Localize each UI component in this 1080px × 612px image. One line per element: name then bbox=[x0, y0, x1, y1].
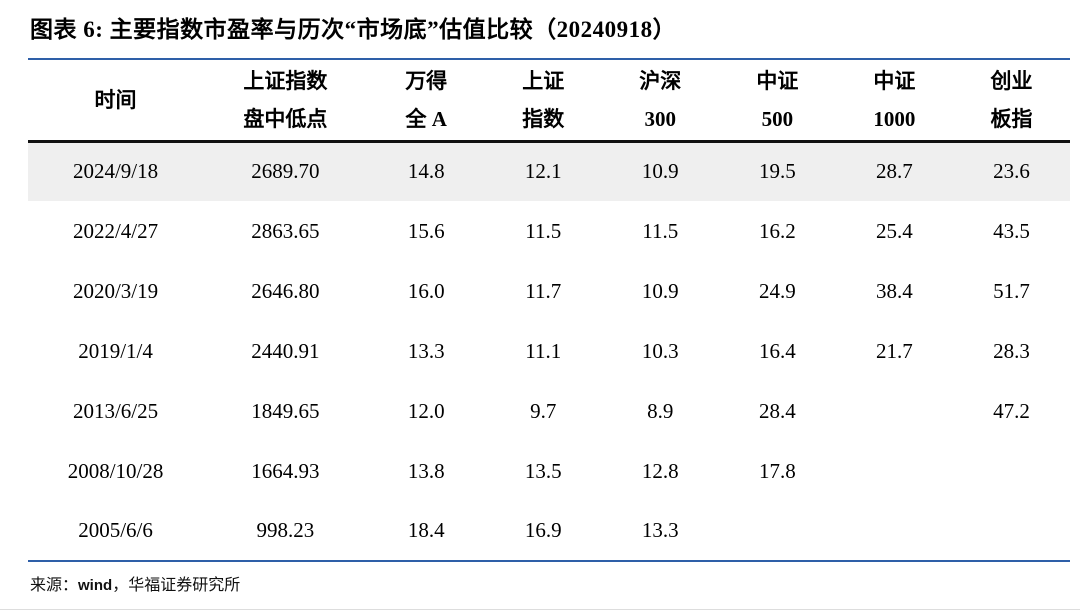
column-header-line1: 时间 bbox=[94, 87, 137, 112]
page-bottom-divider bbox=[0, 609, 1080, 610]
pe-value-cell: 2440.91 bbox=[251, 338, 320, 363]
pe-value-cell: 8.9 bbox=[647, 398, 674, 423]
pe-value-cell: 10.3 bbox=[641, 338, 679, 363]
row-date: 2008/10/28 bbox=[67, 458, 164, 483]
pe-value-cell: 16.2 bbox=[758, 218, 796, 243]
pe-value-cell: 16.9 bbox=[524, 518, 562, 542]
table-row: 2020/3/19 2646.80 16.0 11.7 10.9 24.9 38.4 51.7 bbox=[28, 261, 1070, 321]
column-header-2: 万得全 A bbox=[367, 59, 485, 143]
column-header-6: 中证 1000 bbox=[835, 59, 953, 143]
pe-value-cell: 16.0 bbox=[407, 278, 445, 303]
source-note: 来源：wind，华福证券研究所 bbox=[28, 575, 1070, 597]
pe-value-cell: 15.6 bbox=[407, 218, 445, 243]
pe-value-cell: 12.1 bbox=[484, 141, 602, 201]
pe-value-cell bbox=[719, 501, 836, 561]
row-date: 2013/6/25 bbox=[72, 398, 159, 423]
column-header-line1: 沪深 bbox=[639, 68, 682, 93]
pe-value-cell: 13.8 bbox=[407, 458, 445, 483]
pe-value-cell: 47.2 bbox=[993, 398, 1030, 423]
pe-value-cell: 51.7 bbox=[993, 278, 1030, 303]
pe-value-cell: 11.5 bbox=[642, 218, 679, 243]
table-header-row: 时间 上证指数 盘中低点 万得全 A 上证 指数 沪深 300 中证 500 中证 1000 创业 板指 bbox=[28, 59, 1070, 143]
column-header-7: 创业 板指 bbox=[952, 59, 1070, 143]
row-date: 2022/4/27 bbox=[72, 218, 159, 243]
pe-value-cell: 11.1 bbox=[525, 338, 562, 363]
source-name: wind bbox=[78, 577, 113, 594]
column-header-line1: 中证 bbox=[756, 68, 799, 93]
pe-value-cell: 11.5 bbox=[525, 218, 562, 243]
pe-value-cell bbox=[836, 381, 953, 441]
pe-value-cell: 28.3 bbox=[993, 338, 1030, 363]
table-body: 2024/9/18 2689.70 14.8 12.1 10.9 19.5 28.7 23.6… bbox=[28, 141, 1070, 561]
pe-value-cell: 10.9 bbox=[641, 278, 679, 303]
pe-value-cell: 43.5 bbox=[993, 218, 1030, 243]
row-date: 2005/6/6 bbox=[78, 518, 153, 542]
pe-value-cell: 18.4 bbox=[407, 518, 445, 542]
pe-value-cell: 12.8 bbox=[641, 458, 679, 483]
pe-value-cell: 11.7 bbox=[525, 278, 562, 303]
pe-value-cell: 24.9 bbox=[758, 278, 796, 303]
pe-value-cell: 14.8 bbox=[367, 141, 485, 201]
pe-value-cell: 9.7 bbox=[530, 398, 557, 423]
column-header-line2: 300 bbox=[644, 106, 677, 131]
column-header-line2: 500 bbox=[761, 106, 794, 131]
column-header-line1: 创业 bbox=[990, 68, 1033, 93]
pe-value-cell: 2863.65 bbox=[251, 218, 320, 243]
source-prefix: 来源： bbox=[30, 577, 79, 594]
source-suffix: ，华福证券研究所 bbox=[112, 577, 241, 594]
column-header-line2: 盘中低点 bbox=[243, 106, 328, 131]
pe-value-cell: 25.4 bbox=[876, 218, 913, 243]
column-header-line2: 全 A bbox=[405, 106, 447, 131]
table-header: 时间 上证指数 盘中低点 万得全 A 上证 指数 沪深 300 中证 500 中证 1000 创业 板指 bbox=[28, 59, 1070, 143]
column-header-line1: 上证指数 bbox=[243, 68, 328, 93]
table-row: 2005/6/6 998.23 18.4 16.9 13.3 bbox=[28, 501, 1070, 561]
pe-value-cell: 38.4 bbox=[876, 278, 913, 303]
column-header-line1: 中证 bbox=[873, 68, 916, 93]
column-header-3: 上证 指数 bbox=[484, 59, 602, 143]
pe-value-cell bbox=[953, 441, 1070, 501]
pe-value-cell bbox=[836, 441, 953, 501]
pe-value-cell: 13.5 bbox=[524, 458, 562, 483]
column-header-line2: 指数 bbox=[522, 106, 565, 131]
pe-value-cell: 2689.70 bbox=[203, 141, 368, 201]
pe-value-cell: 16.4 bbox=[758, 338, 796, 363]
pe-value-cell: 13.3 bbox=[407, 338, 445, 363]
pe-value-cell: 13.3 bbox=[641, 518, 679, 542]
pe-value-cell: 1664.93 bbox=[251, 458, 320, 483]
pe-value-cell: 19.5 bbox=[718, 141, 836, 201]
figure-content: 图表 6: 主要指数市盈率与历次“市场底”估值比较（20240918） 时间 上证… bbox=[28, 0, 1070, 597]
column-header-1: 上证指数 盘中低点 bbox=[203, 59, 368, 143]
row-date: 2020/3/19 bbox=[72, 278, 159, 303]
table-row: 2013/6/25 1849.65 12.0 9.7 8.9 28.4 47.2 bbox=[28, 381, 1070, 441]
column-header-5: 中证 500 bbox=[718, 59, 836, 143]
table-row: 2008/10/28 1664.93 13.8 13.5 12.8 17.8 bbox=[28, 441, 1070, 501]
valuation-table: 时间 上证指数 盘中低点 万得全 A 上证 指数 沪深 300 中证 500 中证 1000 创业 板指 … bbox=[28, 58, 1070, 562]
table-row: 2019/1/4 2440.91 13.3 11.1 10.3 16.4 21.7 28.3 bbox=[28, 321, 1070, 381]
row-date: 2019/1/4 bbox=[78, 338, 153, 363]
pe-value-cell bbox=[953, 501, 1070, 561]
column-header-line2: 1000 bbox=[873, 106, 916, 131]
pe-value-cell: 12.0 bbox=[407, 398, 445, 423]
table-row: 2024/9/18 2689.70 14.8 12.1 10.9 19.5 28.7 23.6 bbox=[28, 141, 1070, 201]
pe-value-cell: 17.8 bbox=[758, 458, 796, 483]
pe-value-cell: 1849.65 bbox=[251, 398, 320, 423]
column-header-line1: 万得 bbox=[405, 68, 448, 93]
figure-title: 图表 6: 主要指数市盈率与历次“市场底”估值比较（20240918） bbox=[30, 17, 677, 42]
pe-value-cell: 10.9 bbox=[601, 141, 719, 201]
pe-value-cell: 998.23 bbox=[256, 518, 315, 542]
pe-value-cell: 2646.80 bbox=[251, 278, 320, 303]
pe-value-cell bbox=[836, 501, 953, 561]
pe-value-cell: 21.7 bbox=[876, 338, 913, 363]
column-header-0: 时间 bbox=[28, 59, 204, 143]
table-row: 2022/4/27 2863.65 15.6 11.5 11.5 16.2 25.4 43.5 bbox=[28, 201, 1070, 261]
pe-value-cell: 28.7 bbox=[835, 141, 953, 201]
row-date: 2024/9/18 bbox=[28, 141, 204, 201]
pe-value-cell: 28.4 bbox=[758, 398, 796, 423]
pe-value-cell: 23.6 bbox=[952, 141, 1070, 201]
column-header-line2: 板指 bbox=[990, 106, 1033, 131]
column-header-line1: 上证 bbox=[522, 68, 565, 93]
column-header-4: 沪深 300 bbox=[601, 59, 719, 143]
